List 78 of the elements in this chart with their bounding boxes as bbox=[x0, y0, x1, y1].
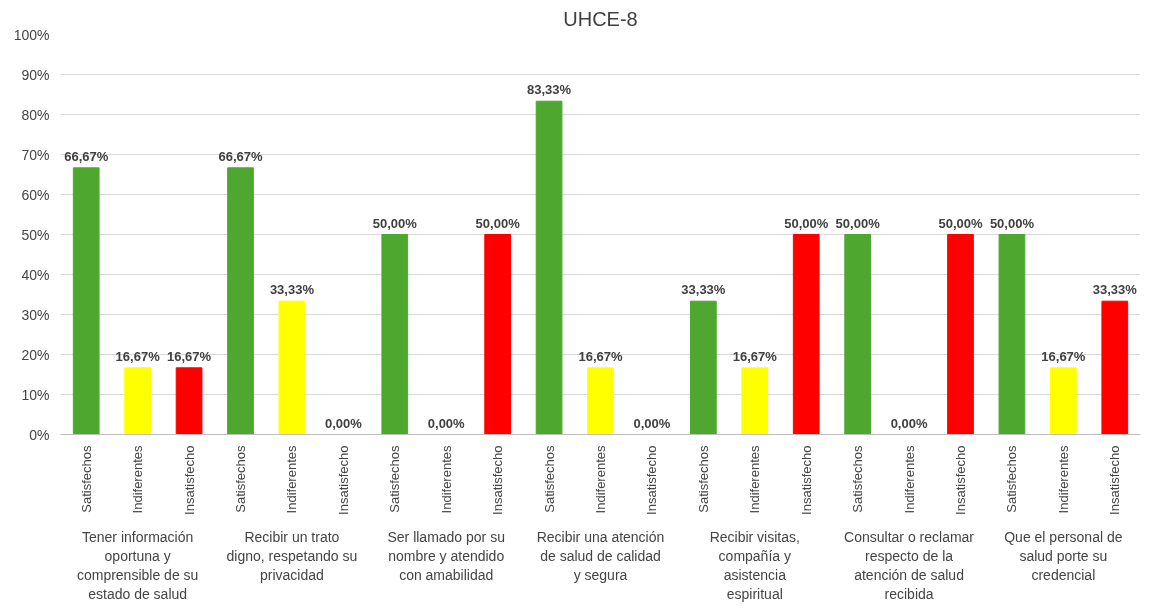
y-tick-label: 10% bbox=[21, 386, 50, 403]
bar bbox=[535, 100, 563, 435]
y-tick-label: 50% bbox=[21, 226, 50, 243]
data-label: 0,00% bbox=[324, 415, 363, 431]
text: Insatisfecho bbox=[181, 445, 197, 515]
bar bbox=[587, 367, 614, 435]
text: Satisfechos bbox=[1004, 445, 1020, 513]
text: Satisfechos bbox=[850, 445, 866, 513]
text: Insatisfecho bbox=[644, 445, 660, 515]
data-label: 16,67% bbox=[1041, 348, 1086, 364]
y-tick-label: 20% bbox=[21, 346, 50, 363]
data-label: 0,00% bbox=[633, 415, 671, 431]
data-label: 0,00% bbox=[427, 415, 466, 431]
text: Indiferentes bbox=[1055, 445, 1071, 514]
text: Insatisfecho bbox=[335, 445, 351, 515]
chart-title: UHCE-8 bbox=[563, 7, 638, 30]
y-tick-label: 40% bbox=[21, 266, 50, 283]
data-label: 66,67% bbox=[218, 148, 263, 164]
x-tick-label: Recibir una atención de salud de calidad y segura bbox=[536, 528, 665, 583]
text: Insatisfecho bbox=[953, 445, 968, 515]
text: Indiferentes bbox=[901, 445, 917, 514]
bar bbox=[124, 367, 151, 435]
x-tick-label: Que el personal de salud porte su credencial bbox=[1004, 528, 1123, 583]
data-label: 66,67% bbox=[64, 148, 109, 164]
y-tick-label: 100% bbox=[13, 26, 50, 43]
data-label: 16,67% bbox=[167, 348, 212, 364]
bar bbox=[175, 367, 203, 435]
bar bbox=[381, 234, 409, 435]
data-label: 0,00% bbox=[890, 415, 928, 431]
bar bbox=[227, 167, 254, 435]
text: Satisfechos bbox=[233, 445, 248, 513]
data-label: 16,67% bbox=[732, 348, 778, 364]
y-tick-label: 30% bbox=[21, 306, 50, 323]
bar bbox=[998, 234, 1026, 435]
y-tick-label: 80% bbox=[21, 106, 50, 123]
data-label: 33,33% bbox=[681, 282, 726, 298]
text: Satisfechos bbox=[541, 445, 557, 513]
data-label: 83,33% bbox=[527, 82, 572, 98]
text: Insatisfecho bbox=[1107, 445, 1123, 515]
text: Indiferentes bbox=[747, 445, 763, 514]
text: Indiferentes bbox=[593, 445, 608, 514]
text: Insatisfecho bbox=[798, 445, 814, 515]
text: Satisfechos bbox=[387, 445, 403, 513]
data-label: 50,00% bbox=[938, 215, 983, 231]
bar bbox=[947, 234, 974, 435]
y-tick-label: 90% bbox=[21, 66, 50, 83]
y-tick-label: 70% bbox=[21, 146, 50, 163]
x-tick-label: Tener información oportuna y comprensible de su estado de salud bbox=[76, 528, 199, 603]
text: Satisfechos bbox=[695, 445, 711, 513]
data-label: 50,00% bbox=[475, 215, 521, 231]
data-label: 33,33% bbox=[269, 282, 315, 298]
bar bbox=[278, 300, 306, 435]
bar bbox=[741, 367, 769, 435]
bar bbox=[844, 234, 871, 435]
y-tick-label: 0% bbox=[29, 426, 50, 443]
text: Insatisfecho bbox=[490, 445, 506, 515]
text: Indiferentes bbox=[130, 445, 146, 514]
data-label: 50,00% bbox=[372, 215, 418, 231]
text: Satisfechos bbox=[78, 445, 94, 513]
data-label: 50,00% bbox=[835, 215, 881, 231]
x-tick-label: Recibir visitas, compañía y asistencia espiritual bbox=[709, 528, 800, 603]
x-tick-label: Consultar o reclamar respecto de la atención de salud recibida bbox=[844, 528, 975, 603]
y-tick-label: 60% bbox=[21, 186, 50, 203]
data-label: 50,00% bbox=[989, 215, 1035, 231]
text: Indiferentes bbox=[438, 445, 454, 514]
text: Indiferentes bbox=[284, 445, 300, 514]
bar bbox=[1101, 300, 1129, 435]
data-label: 33,33% bbox=[1092, 282, 1138, 298]
bar bbox=[1050, 367, 1077, 435]
x-tick-label: Ser llamado por su nombre y atendido con amabilidad bbox=[387, 528, 505, 583]
data-label: 50,00% bbox=[784, 215, 829, 231]
bar bbox=[484, 234, 511, 435]
bar bbox=[690, 300, 717, 435]
data-label: 16,67% bbox=[115, 348, 161, 364]
x-tick-label: Recibir un trato digno, respetando su privacidad bbox=[226, 528, 358, 583]
bar bbox=[792, 234, 820, 435]
bar bbox=[72, 167, 100, 435]
data-label: 16,67% bbox=[578, 348, 623, 364]
